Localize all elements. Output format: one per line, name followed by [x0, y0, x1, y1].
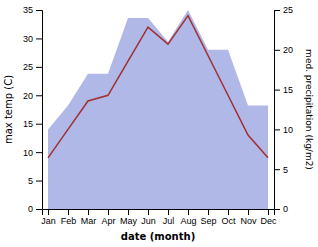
- data-marks: [48, 10, 268, 209]
- tick-label: May: [120, 216, 138, 226]
- tick-mark: [36, 209, 42, 210]
- y2-axis: 0 5 10 15 20 25: [274, 5, 293, 214]
- tick: Dec: [260, 209, 277, 226]
- tick: 15: [274, 85, 293, 95]
- tick: 10: [23, 148, 42, 158]
- tick-label: 20: [23, 91, 33, 101]
- tick-label: 35: [23, 5, 33, 15]
- tick-label: Jun: [141, 216, 156, 226]
- tick: 0: [274, 204, 288, 214]
- tick-label: Sep: [200, 216, 216, 226]
- tick-label: 25: [23, 62, 33, 72]
- tick: 5: [274, 165, 288, 175]
- tick-mark: [36, 181, 42, 182]
- chart: Jan Feb Mar Apr MayJun Jul Aug Sep Oct NovDec 0 5 10…: [0, 0, 318, 247]
- tick-mark: [36, 95, 42, 96]
- tick-mark: [274, 209, 280, 210]
- tick-label: Dec: [260, 216, 277, 226]
- tick-mark: [274, 90, 280, 91]
- axis-line: [275, 11, 281, 210]
- tick-mark: [274, 169, 280, 170]
- tick: Jul: [163, 209, 175, 226]
- tick: Apr: [101, 209, 115, 226]
- tick-label: Jul: [163, 216, 175, 226]
- tick-label: 5: [28, 176, 33, 186]
- tick-label: 15: [23, 119, 33, 129]
- tick-mark: [274, 10, 280, 11]
- tick: 0: [28, 204, 42, 214]
- tick-mark: [268, 209, 269, 215]
- tick: 20: [274, 45, 293, 55]
- tick: Aug: [180, 209, 196, 226]
- tick-mark: [148, 209, 149, 215]
- tick-mark: [108, 209, 109, 215]
- y-axis-title: max temp (C): [3, 75, 14, 144]
- tick: 10: [274, 125, 293, 135]
- tick: Mar: [81, 209, 97, 226]
- tick-mark: [228, 209, 229, 215]
- tick-mark: [208, 209, 209, 215]
- tick-label: 20: [283, 45, 293, 55]
- tick-label: 25: [283, 5, 293, 15]
- tick: Feb: [61, 209, 77, 226]
- tick-label: 10: [23, 148, 33, 158]
- tick-mark: [36, 10, 42, 11]
- line: [48, 16, 268, 158]
- tick: 30: [23, 34, 42, 44]
- tick: Nov: [240, 209, 257, 226]
- tick: Jun: [141, 209, 156, 226]
- tick-label: Aug: [180, 216, 196, 226]
- tick: Oct: [221, 209, 236, 226]
- tick-mark: [274, 50, 280, 51]
- x-axis: Jan Feb Mar Apr MayJun Jul Aug Sep Oct NovDec: [41, 209, 277, 226]
- tick-mark: [274, 129, 280, 130]
- tick: May: [120, 209, 138, 226]
- axis-line: [43, 210, 275, 216]
- tick-mark: [248, 209, 249, 215]
- tick-mark: [48, 209, 49, 215]
- tick-mark: [36, 67, 42, 68]
- tick-mark: [36, 38, 42, 39]
- plot-area: Jan Feb Mar Apr MayJun Jul Aug Sep Oct NovDec 0 5 10…: [3, 5, 314, 242]
- tick: 25: [274, 5, 293, 15]
- area: [48, 10, 268, 209]
- tick-mark: [88, 209, 89, 215]
- tick-label: Oct: [221, 216, 236, 226]
- tick: 35: [23, 5, 42, 15]
- tick-mark: [188, 209, 189, 215]
- tick-label: 5: [283, 165, 288, 175]
- tick-label: 15: [283, 85, 293, 95]
- y-axis: 0 5 10 15 20 25 30 35: [23, 5, 43, 214]
- x-axis-title: date (month): [121, 231, 195, 242]
- tick-label: 30: [23, 34, 33, 44]
- tick: 25: [23, 62, 42, 72]
- tick-label: Nov: [240, 216, 257, 226]
- tick-mark: [168, 209, 169, 215]
- tick: 5: [28, 176, 42, 186]
- tick-label: 10: [283, 125, 293, 135]
- tick-label: 0: [283, 204, 288, 214]
- axis-line: [36, 11, 43, 210]
- tick: Sep: [200, 209, 216, 226]
- tick: 20: [23, 91, 42, 101]
- y2-axis-title: med. precipitation (kg/m2): [304, 49, 314, 170]
- tick-mark: [36, 124, 42, 125]
- tick-label: Apr: [101, 216, 115, 226]
- tick-mark: [128, 209, 129, 215]
- tick-mark: [36, 152, 42, 153]
- tick: Jan: [41, 209, 56, 226]
- tick: 15: [23, 119, 42, 129]
- tick-label: 0: [28, 204, 33, 214]
- tick-label: Feb: [61, 216, 77, 226]
- tick-label: Mar: [81, 216, 97, 226]
- tick-mark: [68, 209, 69, 215]
- tick-label: Jan: [41, 216, 56, 226]
